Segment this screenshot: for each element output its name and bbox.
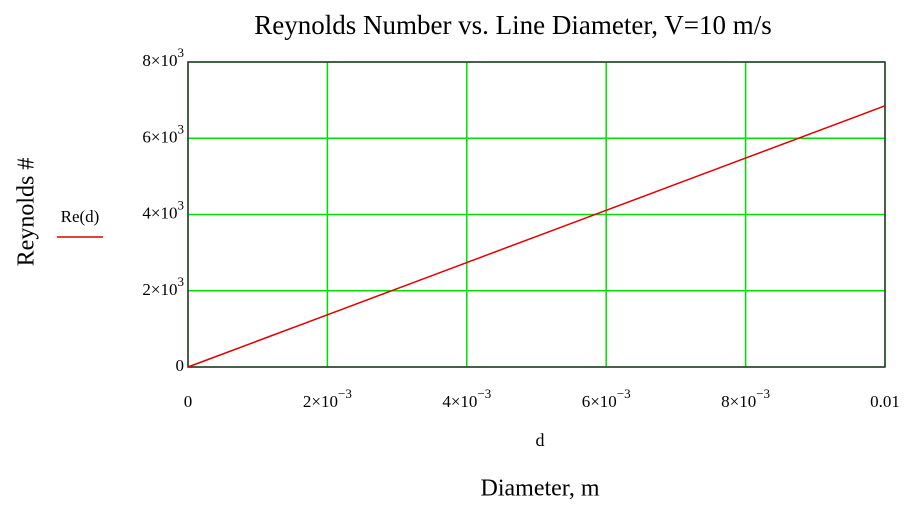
y-tick-label: 6×103 xyxy=(142,121,184,146)
x-tick-label-base: 2×10 xyxy=(303,392,338,411)
y-tick-label: 4×103 xyxy=(142,197,184,222)
x-variable-label: d xyxy=(536,430,545,450)
y-tick-label-base: 6×10 xyxy=(142,127,177,146)
y-tick-label-exponent: 3 xyxy=(178,197,185,212)
y-tick-label: 0 xyxy=(176,356,185,375)
x-tick-label-exponent: −3 xyxy=(756,386,770,401)
x-tick-label: 2×10−3 xyxy=(303,386,352,411)
y-tick-label: 2×103 xyxy=(142,274,184,299)
chart-title: Reynolds Number vs. Line Diameter, V=10 … xyxy=(254,10,772,40)
x-tick-label-base: 8×10 xyxy=(721,392,756,411)
y-tick-label-exponent: 3 xyxy=(178,45,185,60)
x-tick-label: 0 xyxy=(184,392,193,411)
x-tick-label: 4×10−3 xyxy=(442,386,491,411)
x-tick-label: 0.01 xyxy=(870,392,900,411)
x-axis-title: Diameter, m xyxy=(481,476,600,502)
x-tick-label-exponent: −3 xyxy=(477,386,491,401)
y-tick-label-base: 2×10 xyxy=(142,280,177,299)
x-tick-label: 8×10−3 xyxy=(721,386,770,411)
y-tick-label-base: 4×10 xyxy=(142,203,177,222)
x-tick-label-base: 6×10 xyxy=(582,392,617,411)
legend-label: Re(d) xyxy=(61,207,100,226)
data-line xyxy=(187,105,886,368)
y-tick-label-exponent: 3 xyxy=(178,121,185,136)
plot-frame xyxy=(187,61,886,368)
x-tick-label-exponent: −3 xyxy=(338,386,352,401)
y-tick-label-base: 8×10 xyxy=(142,51,177,70)
x-tick-label-exponent: −3 xyxy=(617,386,631,401)
x-tick-label-base: 4×10 xyxy=(442,392,477,411)
y-axis-title: Reynolds # xyxy=(14,158,40,267)
x-tick-label: 6×10−3 xyxy=(582,386,631,411)
y-tick-label: 8×103 xyxy=(142,45,184,70)
y-tick-label-exponent: 3 xyxy=(178,274,185,289)
